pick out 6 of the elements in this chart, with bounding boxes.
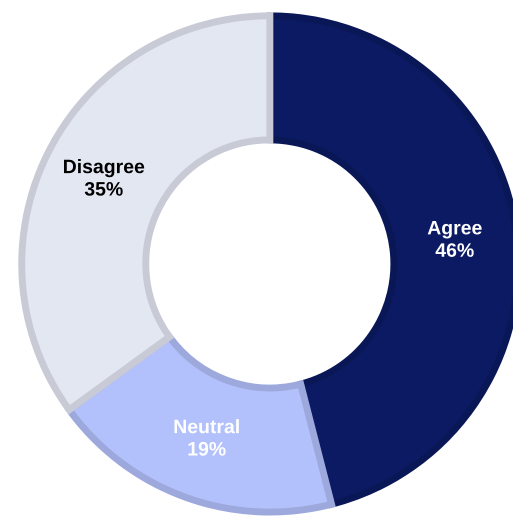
- data-label: 46%: [436, 243, 474, 257]
- slice-label: Neutral: [174, 419, 239, 434]
- slice-label: Disagree: [64, 159, 144, 178]
- data-label: 35%: [84, 182, 123, 196]
- slice-label: Agree: [428, 220, 482, 238]
- data-label: 19%: [188, 442, 226, 456]
